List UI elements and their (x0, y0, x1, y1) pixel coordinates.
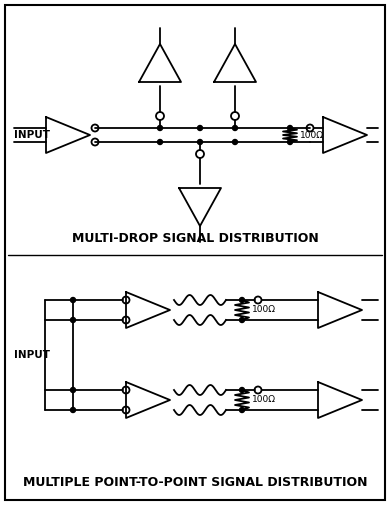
Circle shape (197, 139, 202, 144)
Text: INPUT: INPUT (14, 130, 50, 140)
Circle shape (232, 126, 238, 130)
Circle shape (71, 387, 76, 392)
Text: 100Ω: 100Ω (300, 130, 324, 139)
Text: MULTIPLE POINT-TO-POINT SIGNAL DISTRIBUTION: MULTIPLE POINT-TO-POINT SIGNAL DISTRIBUT… (23, 477, 367, 489)
Circle shape (287, 139, 292, 144)
Circle shape (287, 126, 292, 130)
Text: 100Ω: 100Ω (252, 395, 276, 405)
Circle shape (197, 126, 202, 130)
Circle shape (239, 408, 245, 413)
Circle shape (239, 387, 245, 392)
Text: MULTI-DROP SIGNAL DISTRIBUTION: MULTI-DROP SIGNAL DISTRIBUTION (72, 231, 318, 244)
Circle shape (158, 126, 163, 130)
Text: 100Ω: 100Ω (252, 306, 276, 315)
Circle shape (232, 139, 238, 144)
Circle shape (71, 318, 76, 323)
Circle shape (71, 297, 76, 302)
Circle shape (239, 297, 245, 302)
Text: INPUT: INPUT (14, 350, 50, 360)
Circle shape (158, 139, 163, 144)
Circle shape (239, 318, 245, 323)
Circle shape (71, 408, 76, 413)
